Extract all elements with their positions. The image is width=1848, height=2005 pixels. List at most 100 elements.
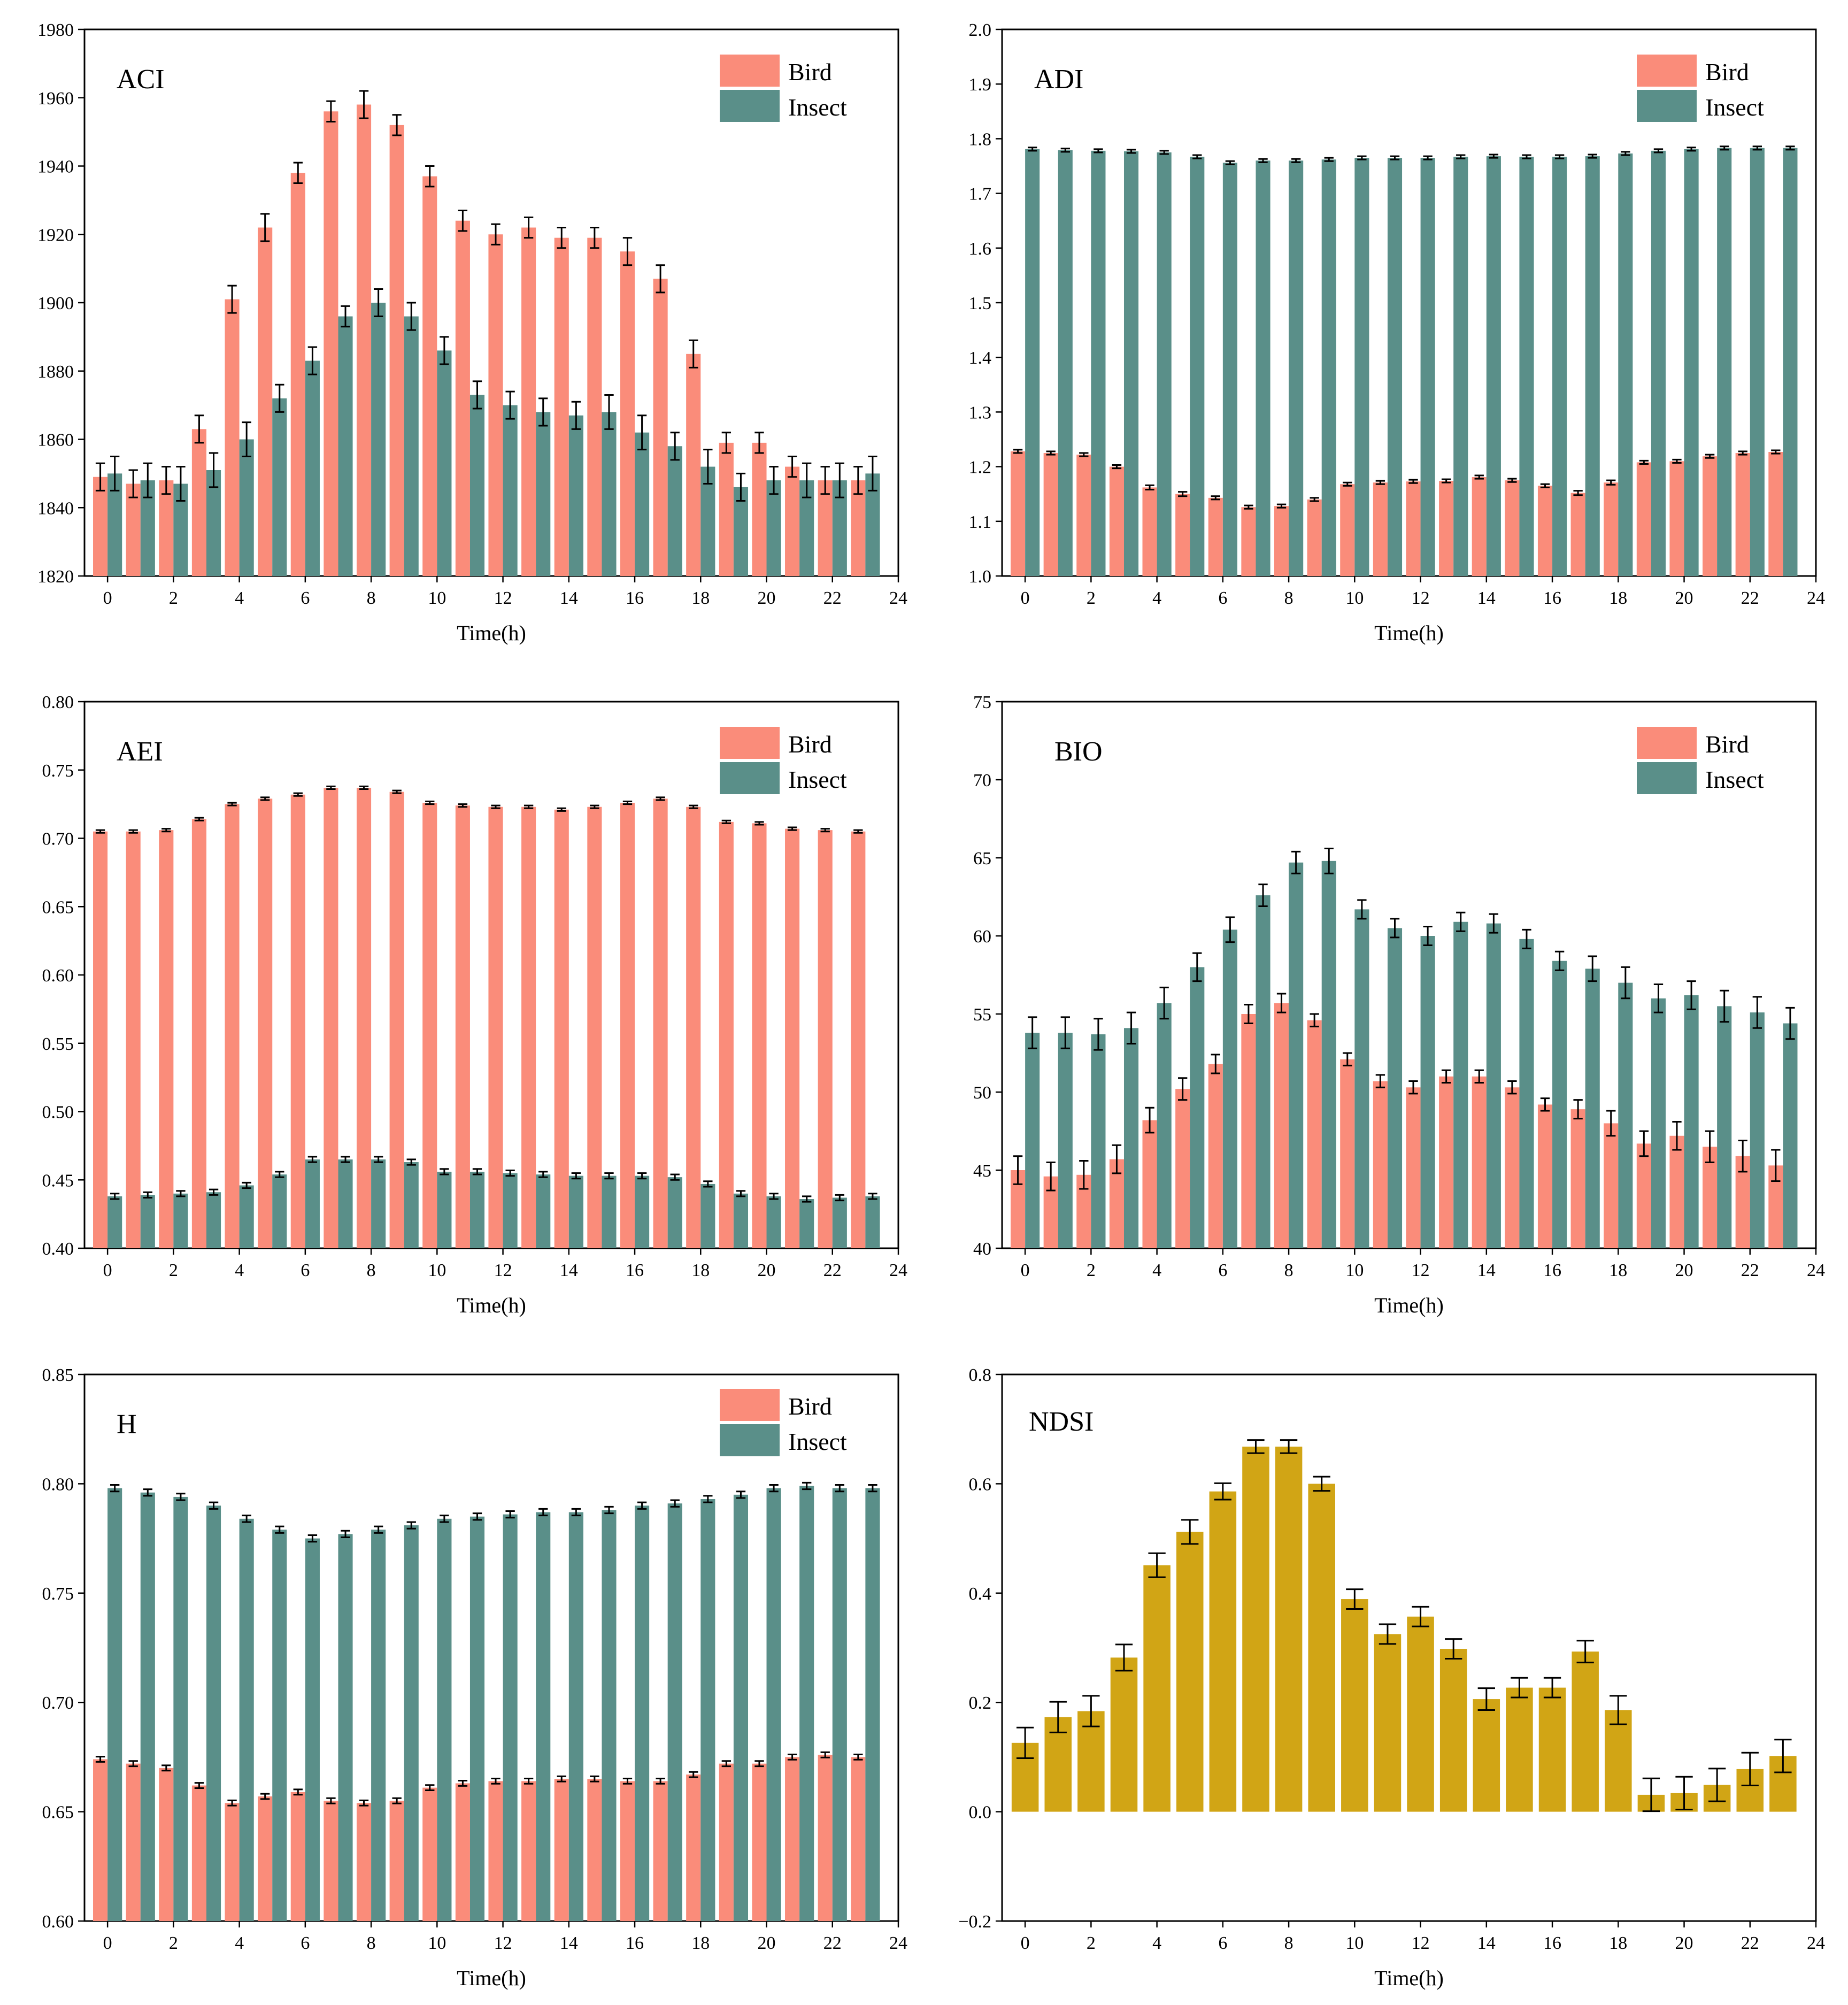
y-tick-label: 0.80 bbox=[42, 693, 74, 712]
error-bar-bird-4 bbox=[227, 1799, 237, 1807]
y-tick-label: 0.2 bbox=[969, 1693, 992, 1713]
error-bar-insect-3 bbox=[209, 452, 219, 488]
error-bar-ndsi-6 bbox=[1214, 1482, 1232, 1501]
bar-bird-23 bbox=[851, 831, 866, 1248]
error-bar-insect-7 bbox=[341, 1530, 350, 1539]
error-bar-bird-13 bbox=[1441, 1069, 1451, 1084]
bar-insect-18 bbox=[1618, 153, 1633, 576]
bar-insect-14 bbox=[568, 1512, 583, 1921]
error-bar-insect-9 bbox=[406, 302, 416, 331]
error-bar-insect-4 bbox=[242, 1181, 251, 1189]
x-tick-label: 0 bbox=[1021, 1933, 1030, 1953]
error-bar-ndsi-2 bbox=[1082, 1695, 1100, 1727]
bar-insect-4 bbox=[239, 1185, 254, 1248]
panel-label: H bbox=[117, 1409, 137, 1440]
y-tick-label: 1860 bbox=[37, 431, 74, 450]
x-tick-label: 12 bbox=[494, 588, 512, 608]
bar-bird-3 bbox=[191, 1785, 206, 1921]
error-bar-bird-21 bbox=[1705, 454, 1715, 459]
bar-bird-17 bbox=[653, 1781, 668, 1921]
bar-ndsi-12 bbox=[1407, 1616, 1434, 1812]
error-bar-ndsi-4 bbox=[1148, 1552, 1166, 1578]
bar-insect-15 bbox=[1519, 939, 1534, 1248]
x-tick-label: 12 bbox=[1412, 1261, 1430, 1280]
error-bar-bird-5 bbox=[260, 213, 270, 242]
x-tick-label: 0 bbox=[103, 1261, 112, 1280]
y-tick-label: 1.8 bbox=[969, 129, 992, 149]
bar-insect-10 bbox=[437, 1518, 452, 1921]
plot-frame bbox=[1001, 1373, 1817, 1922]
bar-bird-6 bbox=[290, 794, 305, 1248]
error-bar-bird-0 bbox=[1013, 449, 1023, 454]
error-bar-insect-6 bbox=[307, 1156, 318, 1163]
axes: 0 2 4 6 8 10 12 14 16 18 20 22 240.600.650.700.750.8… bbox=[42, 1365, 908, 1953]
bar-bird-2 bbox=[159, 480, 174, 576]
error-bar-insect-22 bbox=[835, 462, 844, 498]
bar-bird-4 bbox=[1142, 1120, 1157, 1248]
x-tick-label: 24 bbox=[889, 588, 907, 608]
bar-insect-0 bbox=[107, 1196, 122, 1248]
x-tick-label: 18 bbox=[691, 588, 710, 608]
error-bar-bird-4 bbox=[1145, 1107, 1154, 1134]
x-tick-label: 4 bbox=[235, 1933, 244, 1953]
error-bar-bird-14 bbox=[557, 1775, 566, 1783]
bar-insect-12 bbox=[1420, 158, 1435, 576]
legend-swatch-insect bbox=[720, 1424, 780, 1456]
error-bar-insect-12 bbox=[505, 1169, 515, 1177]
x-tick-label: 8 bbox=[367, 1933, 376, 1953]
x-tick-label: 14 bbox=[1477, 1261, 1496, 1280]
error-bar-bird-2 bbox=[161, 1764, 171, 1772]
legend-swatch-insect bbox=[1637, 90, 1697, 122]
error-bar-insect-8 bbox=[1291, 850, 1301, 874]
bar-bird-15 bbox=[1505, 1087, 1520, 1248]
bar-bird-4 bbox=[1142, 487, 1157, 576]
bar-bird-16 bbox=[1537, 1104, 1553, 1248]
error-bar-insect-4 bbox=[1159, 986, 1169, 1020]
bar-insect-1 bbox=[1058, 1033, 1073, 1248]
error-bar-insect-0 bbox=[110, 455, 120, 491]
legend-label-insect: Insect bbox=[1705, 766, 1764, 793]
bar-bird-13 bbox=[521, 806, 536, 1248]
panel-adi: 0 2 4 6 8 10 12 14 16 18 20 22 241.01.11.21.31.41.51… bbox=[969, 20, 1826, 645]
bar-bird-6 bbox=[290, 1792, 305, 1921]
bar-insect-16 bbox=[635, 1505, 650, 1921]
error-bar-bird-17 bbox=[656, 264, 665, 294]
y-tick-label: 0.65 bbox=[42, 1803, 74, 1823]
bar-bird-21 bbox=[1703, 456, 1718, 576]
error-bar-insect-9 bbox=[1324, 157, 1334, 162]
bar-insect-17 bbox=[667, 1177, 682, 1248]
bar-bird-9 bbox=[1307, 499, 1322, 576]
x-tick-label: 0 bbox=[103, 1933, 112, 1953]
bar-insect-15 bbox=[602, 1510, 617, 1921]
y-tick-label: 1.1 bbox=[969, 512, 992, 532]
y-tick-label: 0.45 bbox=[42, 1171, 74, 1190]
error-bar-insect-9 bbox=[406, 1521, 416, 1530]
panel-label: AEI bbox=[117, 736, 163, 767]
bar-insect-17 bbox=[667, 446, 682, 576]
error-bar-ndsi-19 bbox=[1642, 1777, 1660, 1812]
axes: 0 2 4 6 8 10 12 14 16 18 20 22 24−0.20.00.20.40.60.8 bbox=[958, 1365, 1825, 1953]
error-bar-bird-23 bbox=[853, 466, 863, 495]
error-bar-insect-1 bbox=[143, 1191, 152, 1199]
bar-insect-0 bbox=[1025, 1033, 1040, 1248]
error-bar-bird-2 bbox=[1079, 452, 1089, 457]
y-tick-label: 60 bbox=[973, 927, 991, 947]
x-tick-label: 4 bbox=[1152, 588, 1161, 608]
panel-ndsi: 0 2 4 6 8 10 12 14 16 18 20 22 24−0.20.00.20.40.60.8… bbox=[958, 1365, 1825, 1990]
bar-group bbox=[1011, 847, 1798, 1248]
bar-insect-22 bbox=[1750, 148, 1765, 576]
bar-bird-11 bbox=[455, 805, 470, 1248]
bar-insect-17 bbox=[667, 1503, 682, 1921]
y-tick-label: 0.75 bbox=[42, 1584, 74, 1604]
error-bar-insect-2 bbox=[1094, 148, 1103, 153]
y-tick-label: 0.8 bbox=[969, 1365, 992, 1385]
error-bar-insect-23 bbox=[868, 1484, 877, 1493]
error-bar-ndsi-16 bbox=[1543, 1677, 1561, 1699]
error-bar-insect-19 bbox=[736, 472, 746, 502]
bar-insect-4 bbox=[1157, 152, 1172, 576]
error-bar-insect-3 bbox=[209, 1501, 219, 1510]
bar-insect-3 bbox=[1123, 1028, 1139, 1248]
bar-bird-6 bbox=[1208, 497, 1223, 576]
error-bar-ndsi-17 bbox=[1576, 1640, 1594, 1664]
error-bar-bird-18 bbox=[689, 1771, 698, 1778]
